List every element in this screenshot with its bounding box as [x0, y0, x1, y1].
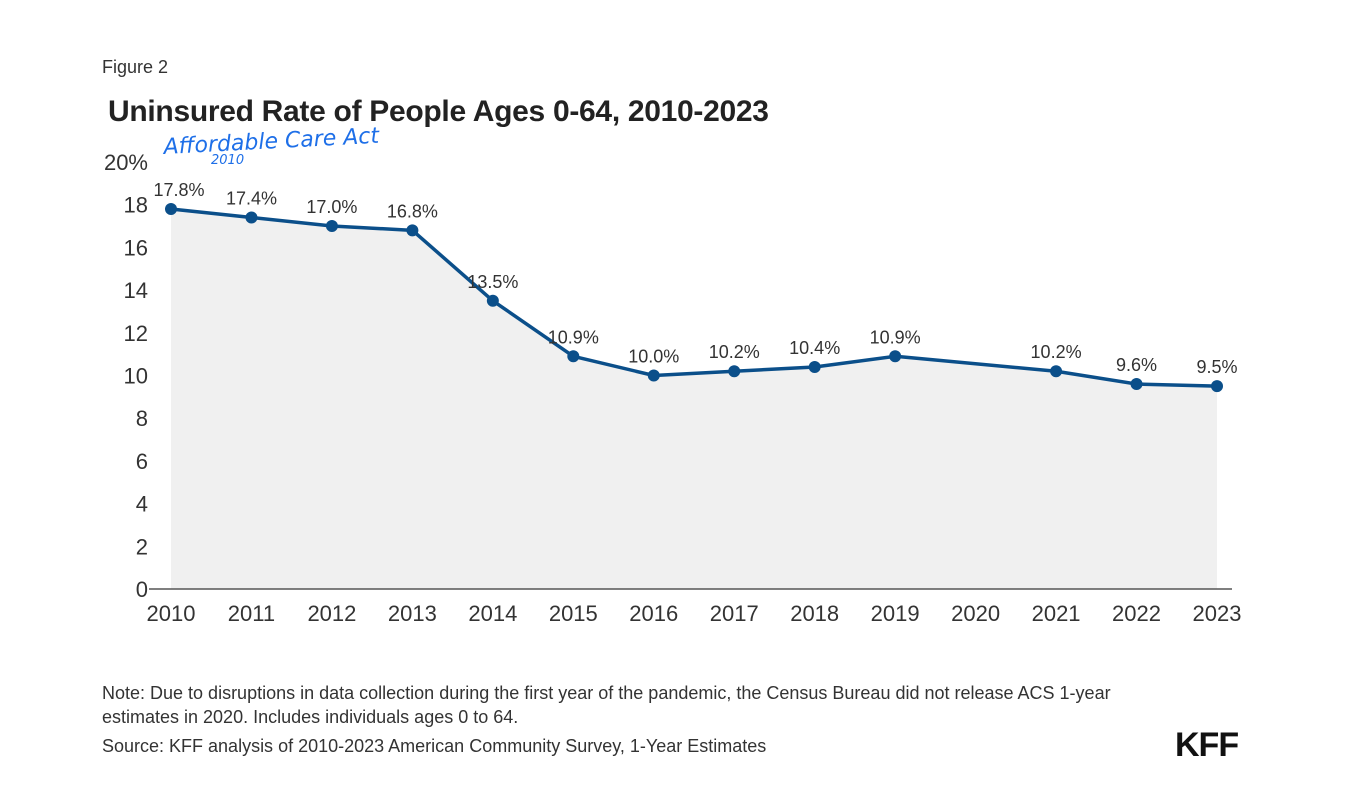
- data-label: 9.6%: [1116, 355, 1157, 375]
- chart-title: Uninsured Rate of People Ages 0-64, 2010…: [108, 95, 769, 128]
- data-point: [567, 350, 580, 363]
- data-label: 17.4%: [226, 189, 277, 209]
- data-point: [808, 360, 821, 373]
- kff-logo: KFF: [1175, 726, 1239, 764]
- x-tick-label: 2017: [710, 601, 759, 626]
- affordable-care-act-annotation: Affordable Care Act 2010: [161, 124, 381, 168]
- data-point: [1130, 378, 1143, 391]
- chart-note: Note: Due to disruptions in data collect…: [102, 683, 1111, 727]
- data-label: 10.9%: [870, 327, 921, 347]
- y-tick-label: 4: [136, 492, 148, 517]
- data-point: [889, 350, 902, 363]
- x-tick-label: 2022: [1112, 601, 1161, 626]
- y-tick-label: 12: [124, 321, 148, 346]
- data-point: [406, 224, 419, 237]
- annotation-text: Affordable Care Act: [161, 124, 381, 160]
- y-tick-label: 6: [136, 449, 148, 474]
- data-point: [1211, 380, 1223, 393]
- data-point: [1050, 365, 1063, 378]
- data-point: [647, 369, 660, 382]
- data-label: 10.2%: [709, 342, 760, 362]
- series-area: [171, 208, 1217, 589]
- data-label: 9.5%: [1196, 357, 1237, 377]
- data-label: 10.0%: [628, 347, 679, 367]
- y-tick-label: 16: [124, 235, 148, 260]
- x-tick-label: 2012: [307, 601, 356, 626]
- y-tick-label: 8: [136, 406, 148, 431]
- x-tick-label: 2015: [549, 601, 598, 626]
- x-tick-label: 2021: [1032, 601, 1081, 626]
- x-tick-label: 2014: [468, 601, 517, 626]
- y-tick-label: 18: [124, 193, 148, 218]
- data-point: [486, 294, 499, 307]
- y-tick-label: 0: [136, 577, 148, 602]
- data-label: 10.9%: [548, 327, 599, 347]
- x-tick-label: 2020: [951, 601, 1000, 626]
- data-point: [325, 220, 338, 233]
- data-label: 13.5%: [467, 272, 518, 292]
- y-tick-label: 10: [124, 364, 148, 389]
- chart-source: Source: KFF analysis of 2010-2023 Americ…: [102, 736, 767, 756]
- x-tick-label: 2010: [147, 601, 196, 626]
- x-tick-label: 2019: [871, 601, 920, 626]
- data-point: [165, 202, 177, 215]
- y-tick-label: 20%: [104, 150, 148, 175]
- data-point: [245, 211, 258, 224]
- data-label: 17.0%: [306, 197, 357, 217]
- x-tick-label: 2016: [629, 601, 678, 626]
- figure-label: Figure 2: [102, 57, 169, 77]
- data-label: 10.4%: [789, 338, 840, 358]
- y-tick-label: 2: [136, 534, 148, 559]
- data-label: 17.8%: [153, 180, 204, 200]
- x-tick-label: 2018: [790, 601, 839, 626]
- data-point: [728, 365, 741, 378]
- y-tick-label: 14: [124, 278, 148, 303]
- data-label: 10.2%: [1031, 342, 1082, 362]
- x-tick-label: 2011: [228, 601, 275, 626]
- x-tick-label: 2013: [388, 601, 437, 626]
- x-tick-label: 2023: [1193, 601, 1242, 626]
- annotation-subtext: 2010: [211, 153, 244, 168]
- data-label: 16.8%: [387, 201, 438, 221]
